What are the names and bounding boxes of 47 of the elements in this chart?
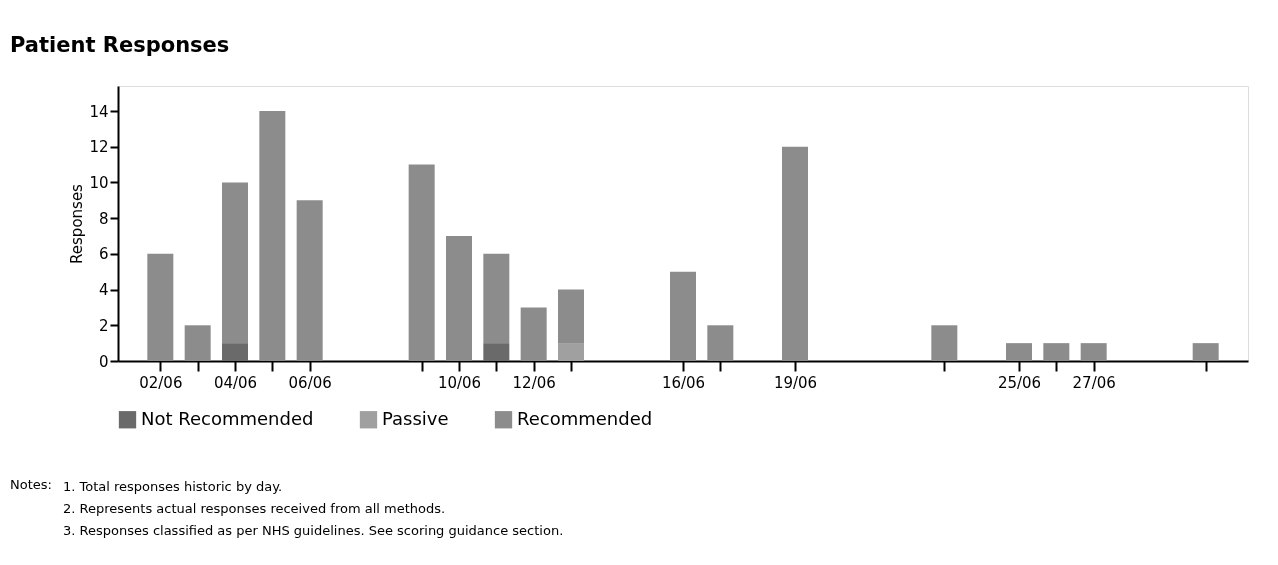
text: 1. Total responses historic by day.: [63, 479, 283, 494]
y-axis-title: Responses: [68, 183, 87, 264]
bar: [1006, 343, 1032, 361]
bar: [931, 325, 958, 361]
bar: [296, 200, 323, 361]
bar: [408, 164, 435, 361]
text: 3. Responses classified as per NHS guidelines. See scoring guidance section.: [63, 523, 564, 538]
x-tick-label: 06/06: [288, 373, 332, 392]
text: Notes:: [10, 477, 52, 492]
bar: [483, 253, 510, 344]
y-tick-label: 0: [98, 352, 109, 371]
y-tick-label: 2: [98, 316, 109, 335]
bar: [184, 325, 211, 361]
bar: [1043, 343, 1070, 361]
bar: [483, 343, 510, 361]
x-tick-label: 19/06: [773, 373, 818, 392]
y-tick-label: 10: [89, 173, 109, 192]
x-tick-label: 25/06: [997, 373, 1042, 392]
y-tick-label: 8: [98, 209, 109, 228]
x-tick-label: 10/06: [437, 373, 482, 392]
bar: [259, 111, 286, 361]
bar: [558, 289, 584, 344]
x-tick-label: 04/06: [213, 373, 258, 392]
y-tick-label: 6: [98, 245, 109, 264]
bar: [222, 343, 248, 361]
bar: [1192, 343, 1219, 361]
bar: [147, 253, 174, 361]
bar: [1080, 343, 1107, 361]
bar: [782, 146, 808, 361]
y-tick-label: 14: [89, 102, 109, 121]
legend-label: Not Recommended: [141, 407, 314, 429]
bar: [222, 182, 248, 344]
y-tick-label: 4: [98, 281, 109, 300]
x-tick-label: 12/06: [512, 373, 556, 392]
x-tick-label: 27/06: [1072, 373, 1116, 392]
text: 2. Represents actual responses received from all methods.: [63, 501, 446, 516]
bar: [558, 343, 584, 361]
chart-title: Patient Responses: [10, 33, 230, 57]
legend-label: Passive: [382, 407, 449, 429]
y-tick-label: 12: [89, 138, 109, 157]
bar: [520, 307, 547, 361]
bar: [446, 236, 472, 361]
bar: [670, 271, 696, 361]
x-tick-label: 02/06: [139, 373, 183, 392]
x-tick-label: 16/06: [661, 373, 706, 392]
legend-label: Recommended: [517, 407, 653, 429]
bar: [707, 325, 734, 361]
